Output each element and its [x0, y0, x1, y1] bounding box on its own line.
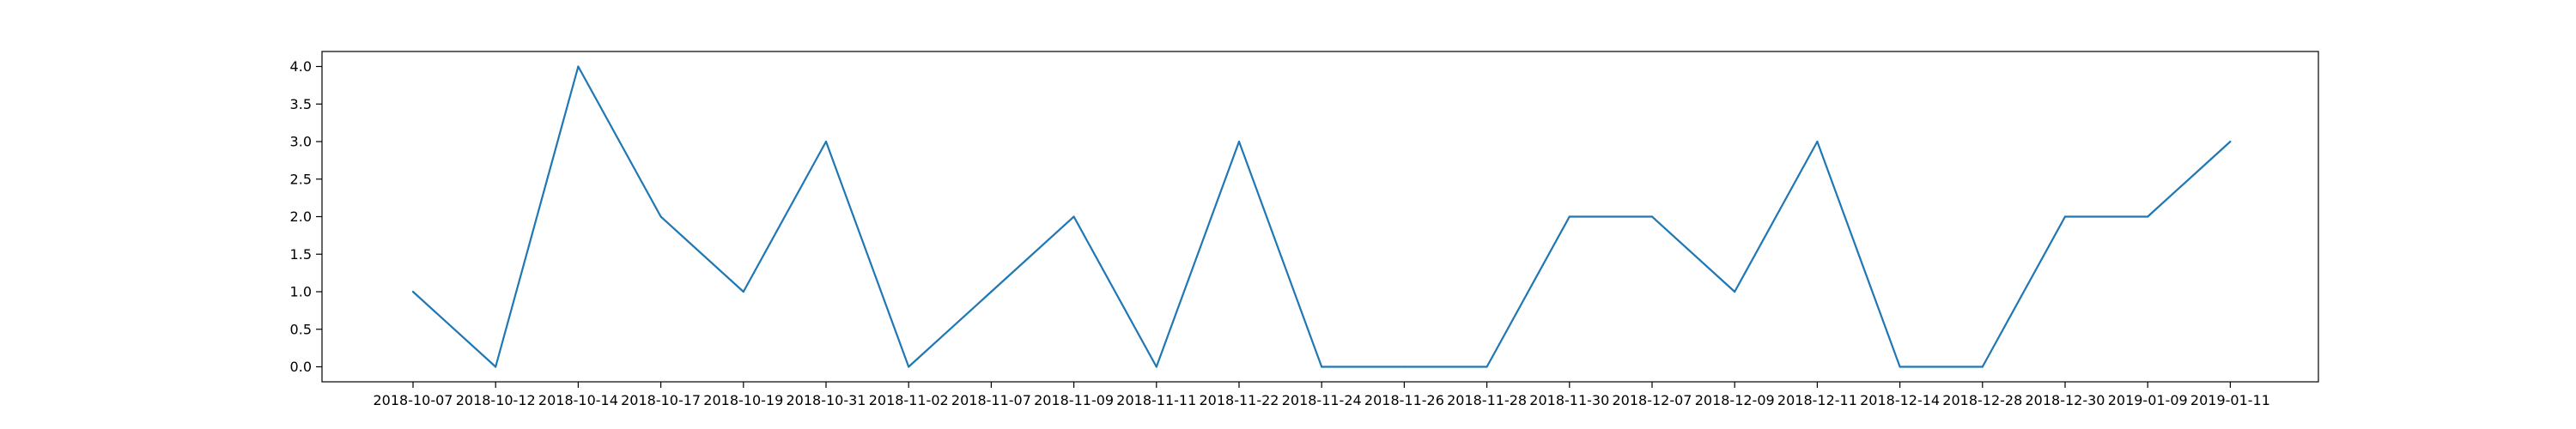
x-tick-label: 2018-12-07 [1613, 392, 1692, 408]
x-tick-label: 2018-11-30 [1529, 392, 1609, 408]
plot-area [321, 51, 2319, 383]
data-point [1899, 366, 1901, 368]
data-point [2147, 215, 2149, 218]
data-point [411, 290, 415, 293]
y-tick-label: 2.0 [290, 208, 312, 225]
y-tick-label: 3.0 [290, 134, 312, 150]
data-point [1072, 215, 1075, 218]
y-tick-label: 3.5 [290, 96, 312, 112]
data-point [659, 215, 662, 218]
data-point [1403, 366, 1406, 368]
data-point [908, 366, 910, 368]
data-point [990, 290, 993, 293]
x-tick-label: 2019-01-09 [2108, 392, 2188, 408]
data-point [495, 366, 497, 368]
x-tick-label: 2018-10-17 [621, 392, 701, 408]
data-point [1237, 140, 1241, 143]
y-tick-label: 4.0 [290, 58, 312, 75]
x-tick-label: 2018-12-11 [1777, 392, 1857, 408]
x-tick-label: 2018-11-09 [1034, 392, 1114, 408]
x-tick-label: 2018-10-31 [787, 392, 866, 408]
x-axis: 2018-10-07 2018-10-12 2018-10-14 2018-10-17… [374, 382, 2270, 408]
y-tick-label: 1.5 [290, 246, 312, 263]
y-tick-label: 1.0 [290, 284, 312, 300]
x-tick-label: 2019-01-11 [2190, 392, 2270, 408]
x-tick-label: 2018-12-14 [1860, 392, 1940, 408]
x-tick-label: 2018-10-12 [456, 392, 536, 408]
x-tick-label: 2018-11-26 [1364, 392, 1444, 408]
data-point [1981, 366, 1984, 368]
data-point [742, 290, 744, 293]
x-tick-label: 2018-11-02 [869, 392, 949, 408]
x-tick-label: 2018-12-28 [1942, 392, 2022, 408]
y-tick-label: 0.0 [290, 359, 312, 375]
data-point [1734, 290, 1736, 293]
y-tick-label: 2.5 [290, 171, 312, 187]
data-point [824, 140, 828, 143]
data-point [1155, 366, 1157, 368]
data-point [1321, 366, 1323, 368]
data-point [2063, 215, 2067, 218]
x-tick-label: 2018-12-30 [2026, 392, 2105, 408]
series-layer [411, 65, 2232, 368]
data-point [1568, 215, 1571, 218]
data-point [1485, 366, 1488, 368]
y-tick-label: 0.5 [290, 321, 312, 337]
x-tick-label: 2018-10-07 [374, 392, 453, 408]
x-tick-label: 2018-10-19 [703, 392, 783, 408]
data-point [2229, 140, 2232, 143]
data-point [577, 65, 580, 68]
x-tick-label: 2018-11-22 [1200, 392, 1279, 408]
x-tick-label: 2018-11-24 [1282, 392, 1362, 408]
x-tick-label: 2018-11-28 [1447, 392, 1527, 408]
data-point [1816, 140, 1819, 143]
x-tick-label: 2018-11-11 [1116, 392, 1196, 408]
x-tick-label: 2018-11-07 [951, 392, 1031, 408]
y-axis: 0.0 0.5 1.0 1.5 2.0 2.5 3.0 3.5 4.0 [290, 58, 322, 375]
x-tick-label: 2018-10-14 [538, 392, 618, 408]
x-tick-label: 2018-12-09 [1695, 392, 1775, 408]
data-point [1650, 215, 1654, 218]
